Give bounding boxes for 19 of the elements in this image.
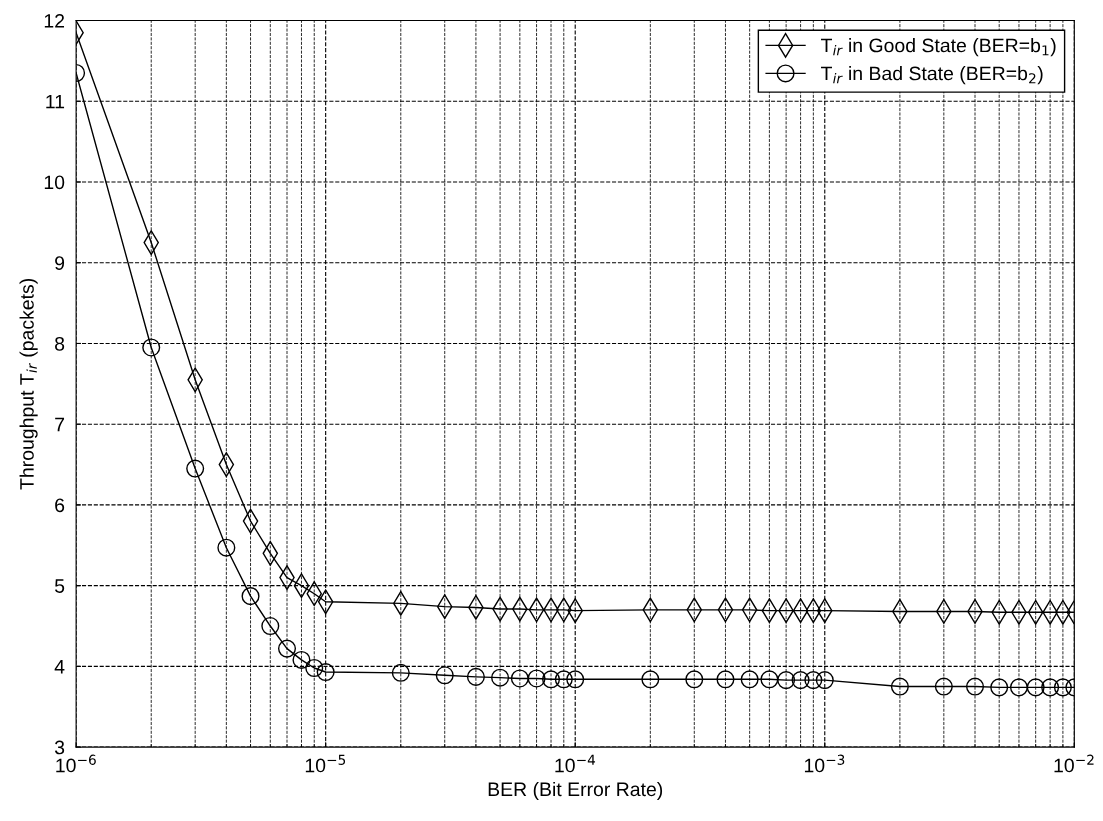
y-tick-label: 3 xyxy=(54,740,65,755)
y-tick-label: 7 xyxy=(55,417,65,432)
legend-label: T$_{ir}$ in Good State (BER=b$_{1}$) xyxy=(821,38,1056,57)
y-tick-label: 12 xyxy=(44,13,65,28)
y-axis-title: Throughput T$_{ir}$ (packets) xyxy=(19,279,38,490)
y-tick-label: 11 xyxy=(46,94,65,109)
x-tick-label: 10$^{−3}$ xyxy=(804,754,845,773)
x-tick-label: 10$^{−5}$ xyxy=(305,754,346,773)
y-tick-label: 8 xyxy=(55,336,65,351)
x-axis-title: BER (Bit Error Rate) xyxy=(488,781,663,801)
x-tick-label: 10$^{−6}$ xyxy=(56,754,96,773)
legend-label: T$_{ir}$ in Bad State (BER=b$_{2}$) xyxy=(821,66,1043,85)
y-tick-label: 6 xyxy=(55,498,65,513)
x-tick-label: 10$^{−2}$ xyxy=(1054,754,1094,773)
y-tick-label: 10 xyxy=(44,175,65,190)
y-tick-label: 9 xyxy=(55,256,65,270)
y-tick-label: 4 xyxy=(54,660,65,674)
x-tick-label: 10$^{−4}$ xyxy=(555,754,596,773)
y-tick-label: 5 xyxy=(54,579,65,593)
